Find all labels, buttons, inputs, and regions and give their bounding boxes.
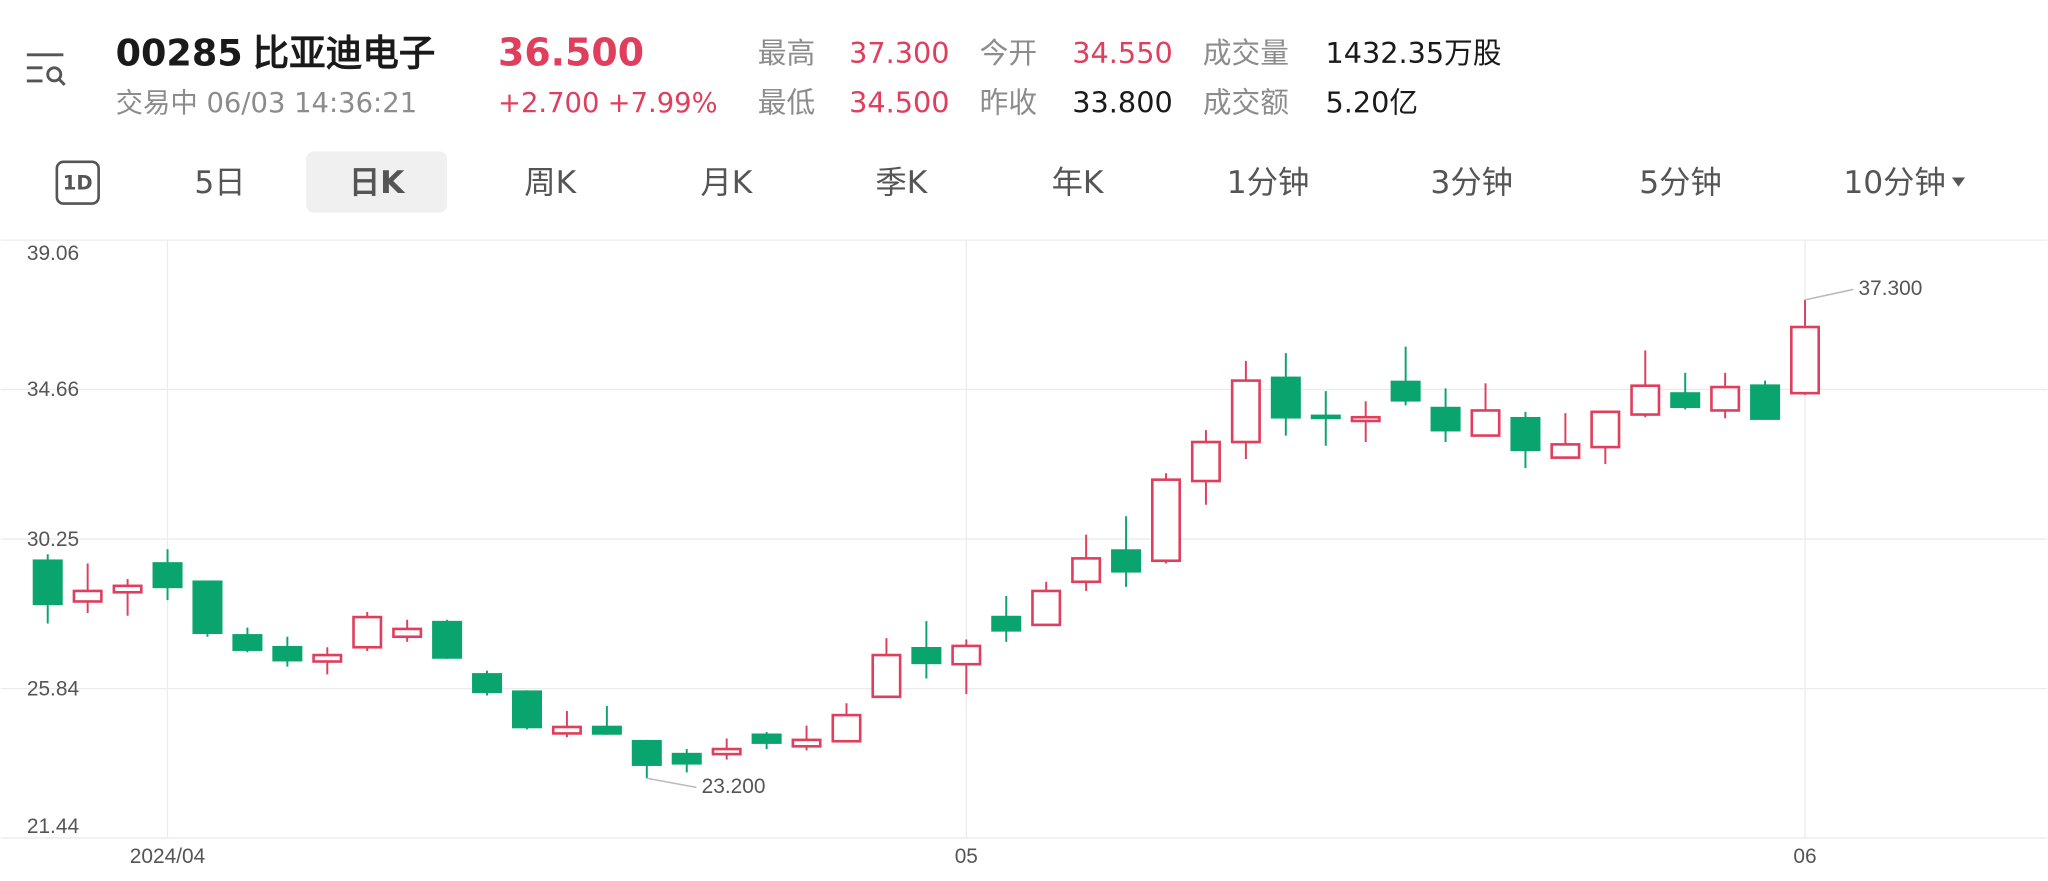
candle-body	[551, 725, 582, 735]
candle-body	[1590, 410, 1621, 449]
candle-body	[1270, 376, 1301, 419]
y-tick-label: 21.44	[27, 815, 79, 838]
change: +2.700	[498, 88, 599, 119]
candle-body	[312, 653, 343, 663]
stat-label: 成交额	[1203, 85, 1289, 119]
candle-body	[1111, 549, 1142, 573]
candle-body	[272, 645, 303, 662]
candle-body	[1790, 325, 1821, 395]
candle-body	[1031, 589, 1062, 627]
low-label: 23.200	[702, 775, 766, 798]
candle-body	[1630, 384, 1661, 416]
y-tick-label: 39.06	[27, 242, 79, 265]
annotation-leader	[1804, 288, 1854, 301]
tab[interactable]: 季K	[875, 165, 928, 201]
candle-body	[1470, 409, 1501, 437]
candle-body	[711, 747, 742, 756]
intraday-icon[interactable]	[55, 160, 100, 205]
candle-body	[32, 559, 63, 606]
candle-body	[1390, 380, 1421, 402]
stat-value: 34.500	[849, 85, 949, 119]
tab[interactable]: 3分钟	[1430, 165, 1513, 201]
tab[interactable]: 周K	[524, 165, 577, 201]
candle-body	[112, 584, 143, 594]
candle-body	[432, 620, 463, 659]
stat-value: 34.550	[1072, 36, 1172, 70]
candle-body	[1230, 379, 1261, 444]
x-tick-label: 05	[955, 845, 978, 868]
stock-name: 比亚迪电子	[253, 31, 436, 74]
tab-bar: 5日 日K 周K 月K 季K 年K 1分钟 3分钟 5分钟 10分钟	[194, 151, 1946, 213]
stat-label: 昨收	[980, 85, 1037, 119]
tab[interactable]: 日K	[349, 165, 406, 201]
stat-label: 成交量	[1203, 36, 1289, 70]
intraday-icon-label[interactable]: 1D	[63, 172, 93, 195]
stat-label: 最高	[758, 36, 815, 70]
stat-value: 5.20亿	[1325, 85, 1418, 119]
candle-body	[72, 589, 103, 603]
candle-body	[392, 627, 423, 639]
candle-body	[951, 644, 982, 666]
tab[interactable]: 年K	[1052, 165, 1105, 201]
change-pct: +7.99%	[608, 88, 718, 119]
tab-highlight	[306, 151, 448, 213]
stat-value: 33.800	[1072, 85, 1172, 119]
candle-body	[1510, 416, 1541, 452]
tab[interactable]: 10分钟	[1843, 165, 1945, 201]
candle-body	[1750, 384, 1781, 420]
tab[interactable]: 1分钟	[1227, 165, 1310, 201]
status: 交易中 06/03 14:36:21	[116, 88, 418, 119]
x-tick-label: 06	[1793, 845, 1816, 868]
candle-body	[591, 725, 622, 735]
candle-body	[1190, 440, 1221, 483]
x-tick-label: 2024/04	[130, 845, 205, 868]
chart: 39.06 34.66 30.25 25.84 21.44 2024/04 05 06 37.3…	[0, 239, 2048, 868]
menu-icon[interactable]	[26, 53, 66, 86]
candle-body	[1150, 478, 1182, 563]
candle-body	[751, 733, 782, 744]
y-tick-label: 34.66	[27, 378, 79, 401]
stat-value: 1432.35万股	[1325, 36, 1501, 70]
tab[interactable]: 5日	[194, 165, 245, 201]
stat-label: 今开	[980, 36, 1037, 70]
candle-body	[791, 738, 822, 748]
candle-body	[871, 653, 902, 699]
candle-body	[1670, 392, 1701, 409]
candle-body	[991, 615, 1022, 632]
dropdown-arrow[interactable]	[1951, 177, 1966, 187]
tab[interactable]: 月K	[700, 165, 753, 201]
stat-value: 37.300	[849, 36, 949, 70]
y-tick-label: 30.25	[27, 528, 79, 551]
stock-code: 00285	[116, 31, 243, 74]
candle-body	[352, 615, 383, 649]
candle-body	[511, 690, 542, 729]
candle-body	[232, 634, 263, 651]
candle-body	[911, 646, 942, 665]
candle-body	[631, 739, 662, 766]
candle-body	[1430, 406, 1461, 432]
candle-body	[1071, 557, 1102, 584]
candle-body	[671, 752, 702, 765]
annotation-leader	[646, 777, 697, 789]
y-tick-label: 25.84	[27, 677, 79, 700]
candle-body	[1710, 385, 1741, 412]
candle-body	[1350, 415, 1381, 423]
price: 36.500	[498, 30, 644, 74]
tab[interactable]: 5分钟	[1639, 165, 1722, 201]
stat-label: 最低	[758, 85, 815, 119]
candle-body	[472, 673, 503, 694]
candle-body	[1310, 414, 1341, 420]
candle-body	[1550, 443, 1581, 459]
candle-body	[192, 580, 223, 634]
high-label: 37.300	[1859, 277, 1923, 300]
candle-body	[831, 713, 862, 743]
candle-body	[152, 562, 183, 589]
